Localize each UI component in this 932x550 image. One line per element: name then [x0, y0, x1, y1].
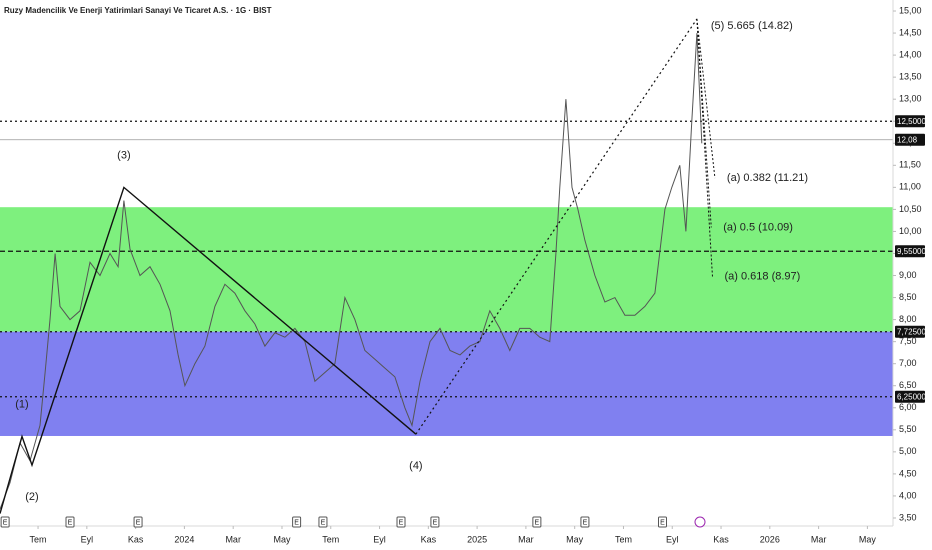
y-tick-label: 7,00: [899, 358, 917, 368]
y-tick-label: 7,50: [899, 336, 917, 346]
y-tick-label: 13,00: [899, 94, 922, 104]
event-label: E: [68, 519, 73, 526]
event-marker: [532, 516, 542, 528]
event-marker: [133, 516, 143, 528]
retracement-label: (a) 0.382 (11.21): [727, 172, 808, 184]
y-tick-label: 3,50: [899, 512, 917, 522]
y-tick-label: 5,00: [899, 446, 917, 456]
event-label: E: [433, 519, 438, 526]
x-tick-label: Mar: [811, 534, 827, 544]
y-tick-label: 10,00: [899, 226, 922, 236]
zone-band: [0, 207, 893, 332]
y-tick-label: 11,50: [899, 160, 921, 170]
wave-projection: [415, 18, 698, 435]
event-label: E: [583, 519, 588, 526]
retracement-line: [696, 18, 713, 277]
dividend-marker: [694, 516, 706, 528]
x-tick-label: May: [566, 534, 584, 544]
plot-area: [0, 18, 893, 514]
y-tick-label: 11,00: [899, 182, 921, 192]
wave-label: (5) 5.665 (14.82): [711, 20, 793, 32]
wave-label: (3): [117, 149, 130, 161]
y-tick-label: 8,00: [899, 314, 917, 324]
retracement-line: [696, 18, 716, 179]
level-label-box: [895, 390, 925, 403]
level-label: 7,72500: [897, 327, 926, 336]
x-tick-label: 2025: [467, 534, 487, 544]
level-label: 12,08: [897, 135, 918, 144]
event-marker: [318, 516, 328, 528]
y-tick-label: 14,50: [899, 27, 922, 37]
zone-band: [0, 331, 893, 436]
y-tick-label: 5,50: [899, 424, 917, 434]
y-tick-label: 4,50: [899, 468, 917, 478]
level-label: 12,50000: [897, 117, 931, 126]
event-marker: [292, 516, 302, 528]
level-label-box: [895, 245, 925, 258]
event-label: E: [294, 519, 299, 526]
retracement-line: [696, 18, 712, 228]
y-tick-label: 4,00: [899, 490, 917, 500]
y-tick-label: 9,00: [899, 270, 917, 280]
level-label-box: [895, 325, 925, 338]
x-tick-label: 2024: [174, 534, 194, 544]
x-tick-label: Tem: [322, 534, 339, 544]
level-label-box: [895, 115, 925, 128]
event-marker: [396, 516, 406, 528]
wave-label: (4): [409, 460, 422, 472]
event-marker: [0, 516, 10, 528]
event-label: E: [136, 519, 141, 526]
wave-label: (1): [15, 398, 28, 410]
y-tick-label: 10,50: [899, 204, 922, 214]
level-label: 6,25000: [897, 392, 926, 401]
x-tick-label: Kas: [128, 534, 144, 544]
event-label: E: [3, 519, 8, 526]
x-tick-label: Tem: [30, 534, 47, 544]
y-tick-label: 8,50: [899, 292, 917, 302]
wave-line: [0, 186, 417, 514]
retracement-label: (a) 0.618 (8.97): [724, 271, 800, 283]
retracement-label: (a) 0.5 (10.09): [723, 221, 793, 233]
y-tick-label: 6,00: [899, 402, 917, 412]
wave-label: (2): [25, 491, 38, 503]
x-tick-label: Eyl: [666, 534, 679, 544]
y-tick-label: 6,50: [899, 380, 917, 390]
event-label: E: [535, 519, 540, 526]
x-tick-label: 2026: [760, 534, 780, 544]
x-tick-label: Kas: [713, 534, 729, 544]
x-tick-label: May: [273, 534, 291, 544]
price-line: [0, 33, 703, 510]
x-tick-label: May: [859, 534, 877, 544]
x-tick-label: Tem: [615, 534, 632, 544]
event-marker: [657, 516, 667, 528]
y-tick-label: 13,50: [899, 72, 922, 82]
y-tick-label: 15,00: [899, 5, 922, 15]
x-tick-label: Kas: [421, 534, 437, 544]
event-label: E: [321, 519, 326, 526]
x-tick-label: Eyl: [373, 534, 386, 544]
event-marker: [430, 516, 440, 528]
level-label: 9,55000: [897, 247, 926, 256]
chart-title: Ruzy Madencilik Ve Enerji Yatirimlari Sa…: [4, 6, 272, 15]
level-label-box: [895, 133, 925, 146]
event-marker: [65, 516, 75, 528]
x-tick-label: Eyl: [81, 534, 94, 544]
x-tick-label: Mar: [225, 534, 241, 544]
event-label: E: [399, 519, 404, 526]
y-tick-label: 14,00: [899, 49, 922, 59]
event-label: E: [660, 519, 665, 526]
x-tick-label: Mar: [518, 534, 534, 544]
event-marker: [580, 516, 590, 528]
